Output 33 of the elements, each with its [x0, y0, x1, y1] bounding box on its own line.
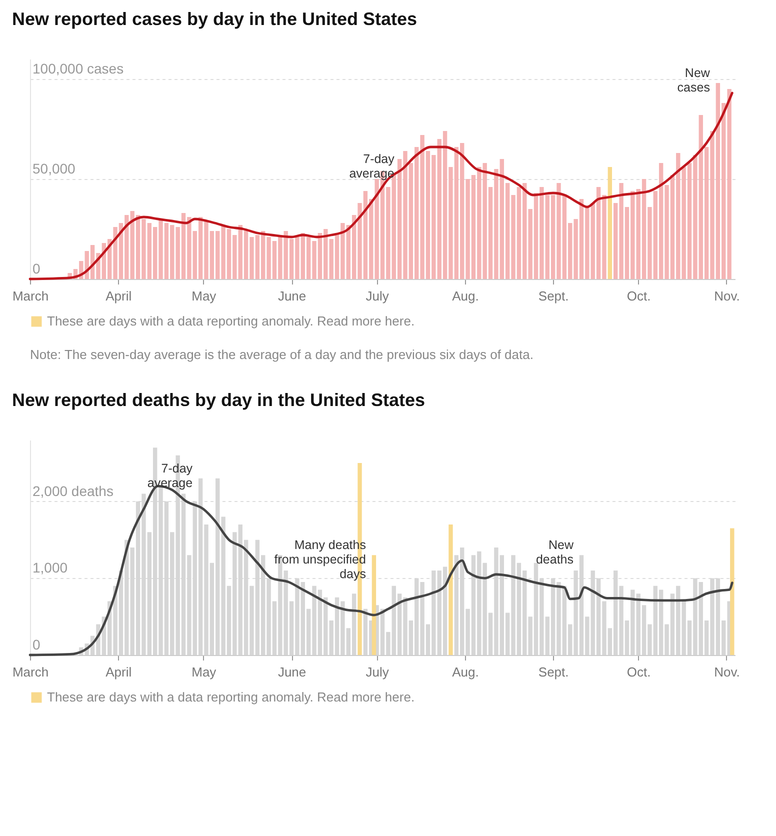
- y-tick-label: 0: [32, 636, 40, 652]
- x-tick-label: Oct.: [626, 288, 651, 304]
- y-tick-label: 100,000 cases: [32, 60, 124, 76]
- text: Note: The seven-day average is the average of a day and the previous six days of data.: [30, 347, 534, 362]
- x-tick-label: Aug.: [452, 664, 479, 680]
- chart-title: New reported cases by day in the United States: [12, 9, 418, 29]
- annotation: New deaths: [536, 538, 574, 567]
- y-tick-label: 50,000: [32, 160, 76, 176]
- x-tick-label: March: [12, 288, 49, 304]
- x-tick-label: July: [366, 288, 390, 304]
- x-tick-label: May: [192, 664, 217, 680]
- x-tick-label: June: [278, 664, 306, 680]
- x-tick-label: May: [192, 288, 217, 304]
- annotation: 7-day average: [349, 152, 396, 180]
- legend-label: These are days with a data reporting anomaly. Read more here.: [47, 314, 415, 328]
- x-tick-label: March: [12, 664, 49, 680]
- annotation: New cases: [677, 66, 711, 94]
- y-tick-label: 1,000: [32, 560, 68, 576]
- x-tick-label: Nov.: [714, 664, 740, 680]
- legend-label: These are days with a data reporting anomaly. Read more here.: [47, 690, 415, 704]
- x-tick-label: April: [106, 288, 132, 304]
- x-tick-label: Nov.: [714, 288, 740, 304]
- annotation: 7-day average: [147, 461, 194, 490]
- x-tick-label: July: [366, 664, 390, 680]
- x-tick-label: June: [278, 288, 306, 304]
- x-tick-label: Oct.: [626, 664, 651, 680]
- x-tick-label: Sept.: [538, 288, 569, 304]
- x-tick-label: April: [106, 664, 132, 680]
- y-tick-label: 2,000 deaths: [32, 482, 114, 499]
- chart-title: New reported deaths by day in the United States: [12, 390, 426, 410]
- x-tick-label: Aug.: [452, 288, 479, 304]
- y-tick-label: 0: [32, 260, 40, 276]
- x-tick-label: Sept.: [538, 664, 569, 680]
